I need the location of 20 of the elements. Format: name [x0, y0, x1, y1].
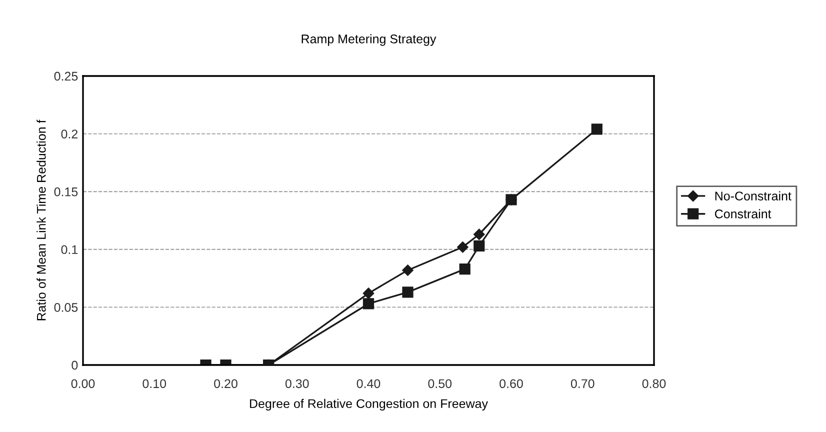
x-tick-label: 0.10 — [142, 379, 166, 388]
y-tick-label: 0.1 — [61, 245, 78, 254]
x-tick-label: 0.00 — [71, 379, 95, 388]
x-tick-label: 0.80 — [642, 379, 666, 388]
y-tick-label: 0.2 — [61, 130, 78, 138]
y-axis-title: Ratio of Mean Link Time Reduction f — [36, 120, 46, 320]
x-tick-label: 0.70 — [570, 379, 594, 388]
y-tick-label: 0.05 — [54, 303, 78, 312]
y-tick-label: 0 — [72, 360, 78, 370]
legend-label: No-Constraint — [715, 191, 792, 200]
legend-label: Constraint — [714, 209, 772, 218]
x-tick-label: 0.40 — [356, 379, 380, 388]
y-tick-label: 0.25 — [54, 72, 78, 81]
x-tick-label: 0.20 — [214, 379, 238, 388]
x-tick-label: 0.60 — [500, 379, 523, 388]
chart-title: Ramp Metering Strategy — [302, 34, 436, 46]
x-tick-label: 0.50 — [428, 379, 452, 388]
y-tick-label: 0.15 — [54, 187, 78, 196]
x-axis-title: Degree of Relative Congestion on Freeway — [250, 398, 488, 411]
x-tick-label: 0.30 — [285, 379, 309, 388]
